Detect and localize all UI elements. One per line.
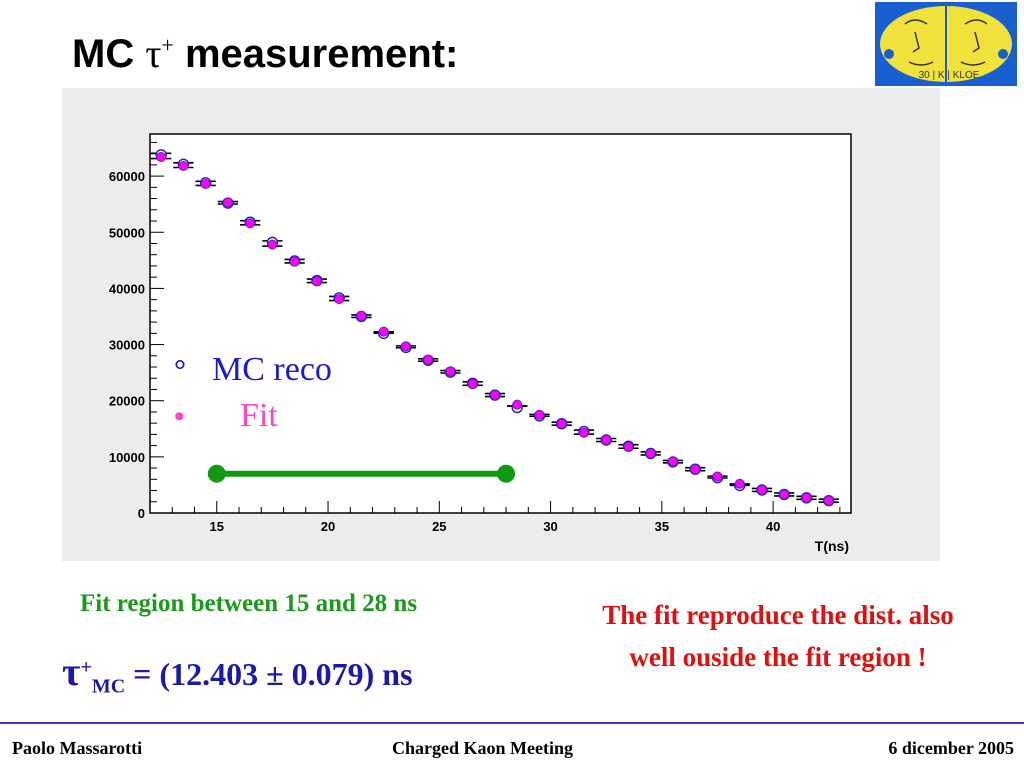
fit-point	[423, 354, 434, 365]
kloe-logo: 30 | K | KLOE	[875, 2, 1017, 86]
fit-point	[601, 435, 612, 446]
legend-fit-symbol: •	[174, 400, 185, 433]
footer-author: Paolo Massarotti	[12, 738, 143, 758]
fit-range-start-marker	[207, 464, 226, 483]
y-tick-label: 0	[138, 506, 145, 521]
footer-divider	[0, 722, 1024, 724]
result-tau-symbol: τ	[62, 649, 81, 694]
fit-point	[356, 310, 367, 321]
footer-meeting: Charged Kaon Meeting	[392, 738, 573, 758]
footer-date: 6 dicember 2005	[888, 738, 1014, 758]
fit-point	[222, 197, 233, 208]
x-tick-label: 15	[210, 519, 224, 534]
fit-point	[779, 489, 790, 500]
fit-point	[289, 256, 300, 267]
fit-point	[534, 409, 545, 420]
fit-point	[801, 492, 812, 503]
fit-point	[645, 448, 656, 459]
legend-mc-reco-symbol: °	[174, 354, 186, 387]
fit-point	[512, 399, 523, 410]
fit-point	[734, 478, 745, 489]
result-value: = (12.403 ± 0.079) ns	[125, 656, 413, 692]
x-axis-label: T(ns)	[815, 538, 849, 554]
fit-point	[200, 178, 211, 189]
fit-point	[489, 390, 500, 401]
fit-region-caption: Fit region between 15 and 28 ns	[80, 590, 418, 617]
x-tick-label: 40	[766, 519, 780, 534]
fit-point	[378, 326, 389, 337]
result-superscript: +	[80, 656, 92, 679]
x-tick-label: 35	[655, 519, 669, 534]
y-tick-label: 60000	[109, 169, 145, 184]
fit-point	[245, 218, 256, 229]
fit-point	[756, 484, 767, 495]
fit-point	[578, 427, 589, 438]
fit-comment: The fit reproduce the dist. also well ou…	[602, 600, 954, 672]
fit-point	[156, 152, 167, 163]
fit-point	[556, 418, 567, 429]
fit-point	[267, 239, 278, 250]
fit-chart: 15 20 25 30 35 40 0 10000 20000 30000 40000 50000 60…	[109, 133, 852, 554]
title-suffix: measurement:	[173, 32, 459, 76]
y-tick-label: 40000	[109, 281, 145, 296]
title-prefix: MC	[72, 32, 146, 76]
fit-point	[445, 366, 456, 377]
fit-point	[623, 441, 634, 452]
slide-title: MC τ+ measurement:	[72, 30, 458, 77]
fit-point	[690, 464, 701, 475]
fit-point	[667, 456, 678, 467]
y-tick-label: 10000	[109, 450, 145, 465]
result-subscript: MC	[91, 675, 126, 698]
x-tick-label: 20	[321, 519, 335, 534]
fit-point	[712, 471, 723, 482]
legend-mc-reco-label: MC reco	[212, 351, 332, 388]
x-tick-label: 30	[543, 519, 557, 534]
fit-range-end-marker	[497, 464, 516, 483]
title-tau-symbol: τ	[145, 31, 162, 76]
title-superscript: +	[161, 32, 174, 58]
plot-area	[149, 133, 852, 514]
fit-point	[311, 276, 322, 287]
y-tick-label: 50000	[109, 225, 145, 240]
logo-text: 30 | K | KLOE	[919, 70, 980, 81]
lifetime-result: τ+MC = (12.403 ± 0.079) ns	[62, 648, 413, 698]
y-tick-label: 30000	[109, 338, 145, 353]
fit-point	[334, 294, 345, 305]
legend-fit-label: Fit	[240, 397, 278, 434]
fit-point	[467, 378, 478, 389]
fit-point	[178, 161, 189, 172]
fit-point	[400, 341, 411, 352]
x-tick-label: 25	[432, 519, 446, 534]
plot-panel: 15 20 25 30 35 40 0 10000 20000 30000 40000 50000 60…	[62, 88, 940, 561]
fit-point	[823, 495, 834, 506]
y-tick-label: 20000	[109, 394, 145, 409]
